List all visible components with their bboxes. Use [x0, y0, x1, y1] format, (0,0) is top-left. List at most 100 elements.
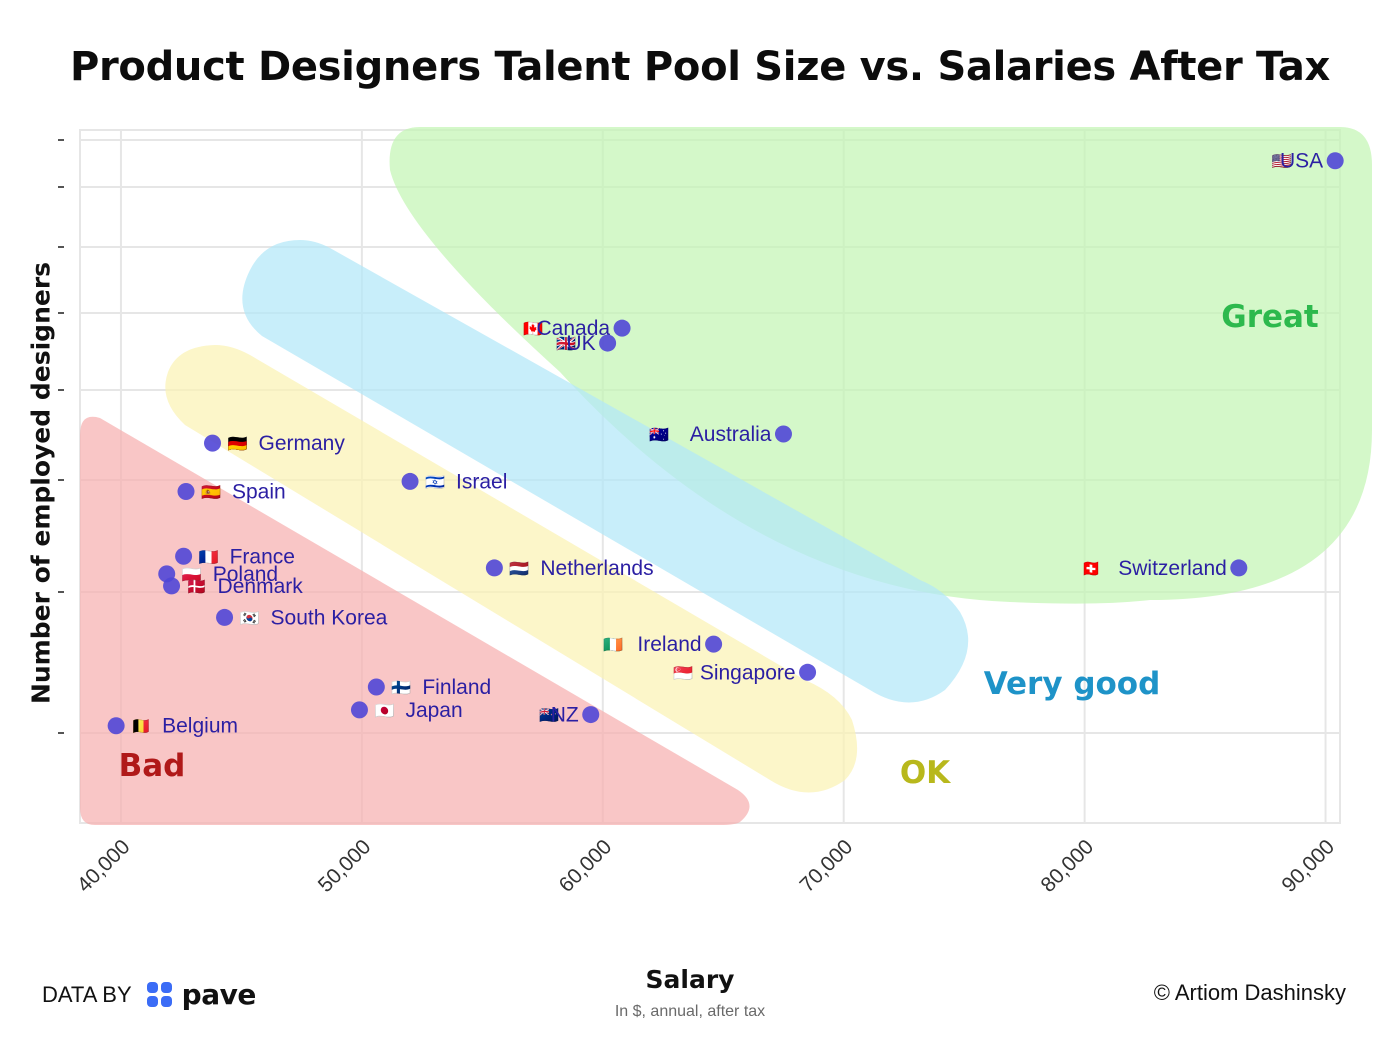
- point-switzerland: 🇨🇭 Switzerland: [1081, 557, 1248, 580]
- y-axis-label: Number of employed designers: [26, 261, 56, 705]
- data-by-label: DATA BY: [42, 981, 132, 1007]
- x-tick-label: 90,000: [1277, 835, 1339, 897]
- point-label: Australia: [690, 423, 772, 446]
- point-japan: 🇯🇵 Japan: [350, 699, 463, 722]
- zones: [80, 127, 1372, 825]
- point-label: UK: [566, 332, 595, 355]
- point-belgium: 🇧🇪 Belgium: [107, 715, 238, 738]
- point-label: Netherlands: [540, 557, 653, 580]
- point-marker: [175, 547, 193, 565]
- flag-icon: 🇪🇸: [201, 482, 221, 501]
- x-axis-tick-labels: 40,000 50,000 60,000 70,000 80,000 90,000: [73, 835, 1339, 897]
- point-marker: [774, 425, 792, 443]
- point-poland: 🇵🇱 Poland: [158, 563, 278, 586]
- point-label: Belgium: [162, 715, 238, 738]
- x-axis-sublabel: In $, annual, after tax: [614, 1003, 766, 1020]
- point-germany: 🇩🇪 Germany: [204, 432, 345, 455]
- x-tick-label: 80,000: [1036, 835, 1098, 897]
- point-denmark: 🇩🇰 Denmark: [163, 575, 303, 598]
- point-uk: 🇬🇧UK: [556, 332, 617, 355]
- point-canada: 🇨🇦Canada: [523, 317, 631, 340]
- point-spain: 🇪🇸 Spain: [177, 480, 286, 503]
- x-tick-label: 60,000: [555, 835, 617, 897]
- flag-icon: 🇦🇺: [649, 425, 669, 444]
- flag-icon: 🇩🇪: [228, 434, 248, 453]
- point-south-korea: 🇰🇷 South Korea: [216, 606, 388, 629]
- point-finland: 🇫🇮 Finland: [367, 676, 491, 699]
- x-axis-label: Salary: [645, 965, 735, 994]
- zone-ok: [165, 345, 858, 793]
- point-label: Switzerland: [1118, 557, 1227, 580]
- point-marker: [582, 706, 600, 724]
- point-marker: [599, 334, 617, 352]
- point-israel: 🇮🇱 Israel: [401, 470, 507, 493]
- point-marker: [1230, 559, 1248, 577]
- point-label: Poland: [213, 563, 278, 586]
- x-tick-label: 40,000: [73, 835, 135, 897]
- zone-great: [389, 127, 1372, 604]
- zone-very-good: [242, 240, 969, 703]
- point-marker: [216, 608, 234, 626]
- flag-icon: 🇮🇪: [603, 635, 623, 654]
- point-marker: [350, 701, 368, 719]
- point-label: Denmark: [218, 575, 304, 598]
- point-label: Ireland: [637, 633, 701, 656]
- flag-icon: 🇩🇰: [187, 577, 207, 596]
- point-label: Singapore: [700, 661, 796, 684]
- point-france: 🇫🇷 France: [175, 545, 295, 568]
- flag-icon: 🇮🇱: [425, 472, 445, 491]
- flag-icon: 🇨🇭: [1081, 559, 1101, 578]
- point-marker: [401, 472, 419, 490]
- point-ireland: 🇮🇪 Ireland: [603, 633, 723, 656]
- point-australia: 🇦🇺 Australia: [649, 423, 792, 446]
- flag-icon: 🇳🇿: [539, 706, 559, 725]
- zone-bad: [80, 416, 750, 825]
- x-tick-label: 70,000: [796, 835, 858, 897]
- point-marker: [163, 577, 181, 595]
- zone-labels: Great Very good OK Bad: [119, 299, 1319, 791]
- point-label: NZ: [551, 704, 579, 727]
- point-label: South Korea: [271, 606, 388, 629]
- flag-icon: 🇫🇷: [199, 547, 219, 566]
- zone-label-bad: Bad: [119, 748, 186, 784]
- zone-label-very-good: Very good: [984, 666, 1161, 702]
- point-usa: 🇺🇸USA: [1272, 150, 1344, 173]
- point-marker: [107, 717, 125, 735]
- flag-icon: 🇺🇸: [1272, 152, 1292, 171]
- copyright: © Artiom Dashinsky: [1153, 980, 1346, 1005]
- point-label: Germany: [259, 432, 346, 455]
- flag-icon: 🇰🇷: [240, 608, 260, 627]
- point-marker: [613, 319, 631, 337]
- pave-logo-icon: [146, 981, 172, 1007]
- zone-label-ok: OK: [900, 755, 951, 791]
- point-netherlands: 🇳🇱 Netherlands: [485, 557, 654, 580]
- point-marker: [177, 482, 195, 500]
- point-label: Canada: [537, 317, 611, 340]
- data-source-credit: DATA BY pave: [42, 978, 256, 1011]
- point-label: Israel: [456, 470, 507, 493]
- flag-icon: 🇳🇱: [509, 559, 529, 578]
- point-nz: 🇳🇿NZ: [539, 704, 600, 727]
- flag-icon: 🇯🇵: [374, 701, 394, 720]
- flag-icon: 🇨🇦: [523, 319, 543, 338]
- point-singapore: 🇸🇬 Singapore: [673, 661, 817, 684]
- zone-label-great: Great: [1221, 299, 1319, 335]
- point-label: France: [230, 545, 295, 568]
- chart-title: Product Designers Talent Pool Size vs. S…: [69, 44, 1331, 90]
- flag-icon: 🇵🇱: [182, 565, 202, 584]
- point-marker: [367, 678, 385, 696]
- point-label: Finland: [422, 676, 491, 699]
- point-marker: [799, 663, 817, 681]
- flag-icon: 🇧🇪: [131, 717, 151, 736]
- point-label: Japan: [405, 699, 462, 722]
- flag-icon: 🇬🇧: [556, 334, 576, 353]
- x-tick-label: 50,000: [314, 835, 376, 897]
- flag-icon: 🇸🇬: [673, 663, 693, 682]
- point-marker: [485, 559, 503, 577]
- flag-icon: 🇫🇮: [391, 678, 411, 697]
- point-marker: [1326, 152, 1344, 170]
- pave-brand-name: pave: [181, 978, 257, 1011]
- data-points: 🇺🇸USA 🇨🇦Canada🇬🇧UK 🇦🇺 Australia 🇨🇭 Switzerlan…: [107, 150, 1344, 738]
- point-label: Spain: [232, 480, 286, 503]
